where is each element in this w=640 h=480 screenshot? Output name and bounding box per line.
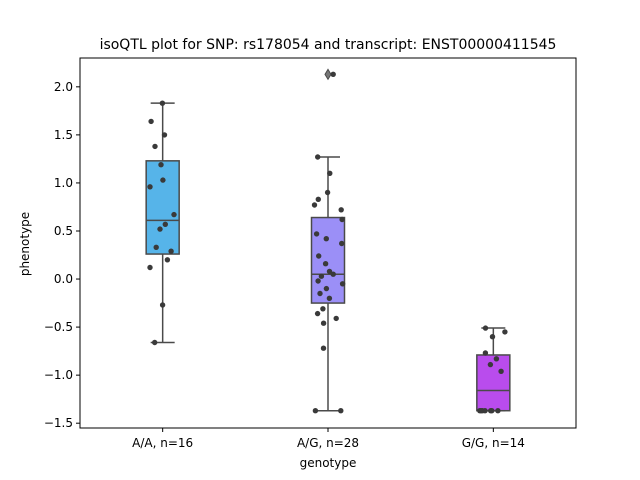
y-axis-label: phenotype bbox=[18, 212, 32, 276]
data-point bbox=[152, 339, 158, 346]
data-point bbox=[317, 290, 323, 297]
y-tick-label: 0.5 bbox=[54, 224, 73, 238]
x-tick-label: G/G, n=14 bbox=[462, 436, 525, 450]
data-point bbox=[339, 240, 345, 247]
plot-area: −1.5 −1.0 −0.5 0.0 0.5 1.0 1.5 2.0 A/A, n=16 A/G,… bbox=[44, 68, 525, 450]
data-point bbox=[488, 408, 494, 414]
y-tick-label: −1.0 bbox=[44, 368, 73, 382]
data-point bbox=[333, 315, 339, 322]
data-point bbox=[339, 216, 345, 223]
data-point bbox=[312, 408, 319, 414]
box-body bbox=[476, 354, 511, 412]
data-point bbox=[147, 264, 153, 271]
data-point bbox=[171, 211, 177, 218]
data-point bbox=[159, 100, 166, 106]
data-point bbox=[326, 295, 333, 301]
data-point bbox=[315, 196, 321, 202]
y-tick-label: 1.5 bbox=[54, 128, 73, 142]
data-point bbox=[160, 177, 166, 183]
x-tick-label: A/G, n=28 bbox=[297, 436, 359, 450]
data-point bbox=[320, 320, 327, 326]
data-point bbox=[482, 350, 489, 356]
box-body bbox=[145, 160, 180, 255]
outlier-marker bbox=[324, 68, 332, 81]
data-point bbox=[495, 408, 501, 414]
data-point bbox=[318, 273, 325, 279]
data-point bbox=[338, 408, 344, 414]
data-point bbox=[153, 244, 159, 250]
data-point bbox=[502, 329, 508, 335]
data-point bbox=[323, 236, 329, 242]
data-point bbox=[314, 310, 321, 317]
data-point bbox=[330, 71, 336, 78]
data-point bbox=[326, 268, 333, 275]
data-point bbox=[327, 170, 333, 176]
data-point bbox=[323, 285, 330, 292]
x-tick-label: A/A, n=16 bbox=[132, 436, 193, 450]
data-point bbox=[338, 207, 344, 213]
data-point bbox=[147, 184, 153, 190]
data-point bbox=[482, 325, 489, 331]
data-point bbox=[158, 162, 164, 168]
data-point bbox=[157, 226, 163, 232]
data-point bbox=[320, 306, 326, 312]
y-tick-label: 2.0 bbox=[54, 80, 73, 94]
data-point bbox=[315, 154, 321, 160]
data-point bbox=[161, 132, 168, 138]
data-point bbox=[498, 368, 504, 374]
data-point bbox=[159, 302, 166, 308]
data-point bbox=[162, 221, 168, 227]
data-point bbox=[152, 143, 158, 150]
data-point bbox=[324, 189, 331, 196]
y-tick-label: −1.5 bbox=[44, 416, 73, 430]
y-tick-label: −0.5 bbox=[44, 320, 73, 334]
data-point bbox=[477, 408, 483, 414]
data-point bbox=[313, 231, 320, 237]
data-point bbox=[168, 248, 174, 254]
data-point bbox=[320, 345, 327, 351]
plot-frame bbox=[79, 57, 577, 429]
data-point bbox=[493, 356, 500, 362]
data-point bbox=[311, 202, 318, 208]
data-point bbox=[339, 281, 346, 287]
x-axis-label: genotype bbox=[300, 456, 357, 470]
data-point bbox=[316, 253, 322, 259]
data-point bbox=[487, 361, 494, 368]
data-point bbox=[148, 118, 154, 125]
y-tick-label: 0.0 bbox=[54, 272, 73, 286]
data-point bbox=[489, 334, 496, 340]
data-point bbox=[322, 261, 329, 267]
y-tick-label: 1.0 bbox=[54, 176, 73, 190]
data-point bbox=[164, 257, 171, 263]
data-point bbox=[482, 408, 488, 414]
chart-title: isoQTL plot for SNP: rs178054 and transc… bbox=[100, 37, 557, 53]
data-point bbox=[315, 278, 321, 284]
data-point bbox=[330, 271, 336, 277]
